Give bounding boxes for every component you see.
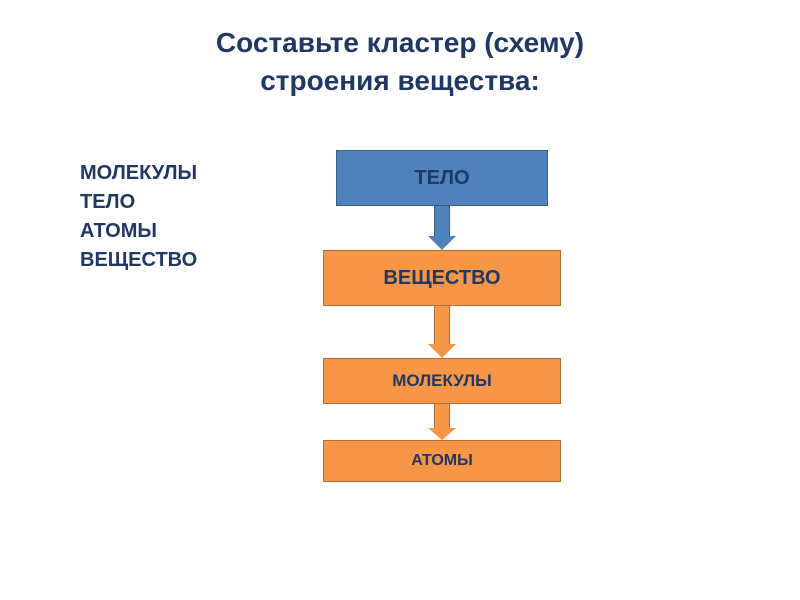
flow-box-4: АТОМЫ bbox=[323, 440, 561, 482]
page-title: Составьте кластер (схему) строения вещес… bbox=[0, 0, 800, 100]
arrow-shaft bbox=[434, 404, 450, 428]
flow-box-4-label: АТОМЫ bbox=[411, 452, 473, 470]
arrow-head-icon bbox=[428, 236, 456, 250]
word-item: МОЛЕКУЛЫ bbox=[80, 162, 197, 185]
arrow-shaft bbox=[434, 306, 450, 344]
flow-arrow-3 bbox=[428, 404, 456, 440]
flow-box-3-label: МОЛЕКУЛЫ bbox=[392, 371, 492, 391]
arrow-head-icon bbox=[428, 344, 456, 358]
word-item: АТОМЫ bbox=[80, 220, 197, 243]
title-line-2: строения вещества: bbox=[0, 62, 800, 100]
flow-box-2: ВЕЩЕСТВО bbox=[323, 250, 561, 306]
flow-box-3: МОЛЕКУЛЫ bbox=[323, 358, 561, 404]
arrow-head-icon bbox=[428, 428, 456, 440]
word-item: ВЕЩЕСТВО bbox=[80, 249, 197, 272]
flow-arrow-1 bbox=[428, 206, 456, 250]
flow-box-2-label: ВЕЩЕСТВО bbox=[383, 267, 500, 290]
flow-box-1-label: ТЕЛО bbox=[414, 167, 469, 190]
arrow-shaft bbox=[434, 206, 450, 236]
title-line-1: Составьте кластер (схему) bbox=[0, 24, 800, 62]
flow-arrow-2 bbox=[428, 306, 456, 358]
flowchart: ТЕЛО ВЕЩЕСТВО МОЛЕКУЛЫ АТОМЫ bbox=[312, 150, 572, 482]
word-item: ТЕЛО bbox=[80, 191, 197, 214]
word-list: МОЛЕКУЛЫ ТЕЛО АТОМЫ ВЕЩЕСТВО bbox=[80, 162, 197, 278]
flow-box-1: ТЕЛО bbox=[336, 150, 548, 206]
